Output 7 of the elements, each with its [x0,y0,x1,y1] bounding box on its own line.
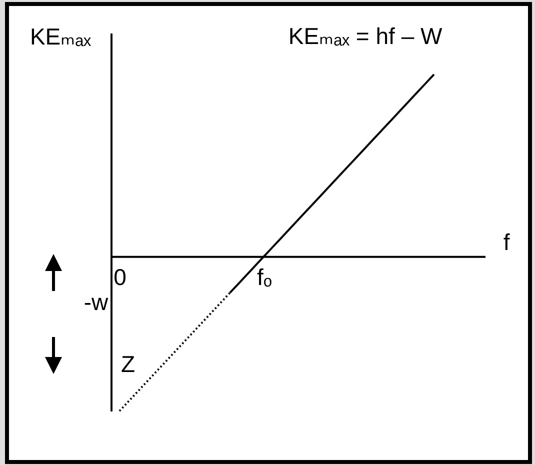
y-axis-title: KEₘₐₓ [30,24,92,50]
x-axis-title: f [503,228,510,255]
x-tick-label: 0 [114,264,126,290]
text: KEₘₐₓ = hf – W [288,23,443,49]
x-tick-label: fₒ [256,264,272,290]
annotation: Z [120,351,136,377]
text: -w [84,289,109,315]
